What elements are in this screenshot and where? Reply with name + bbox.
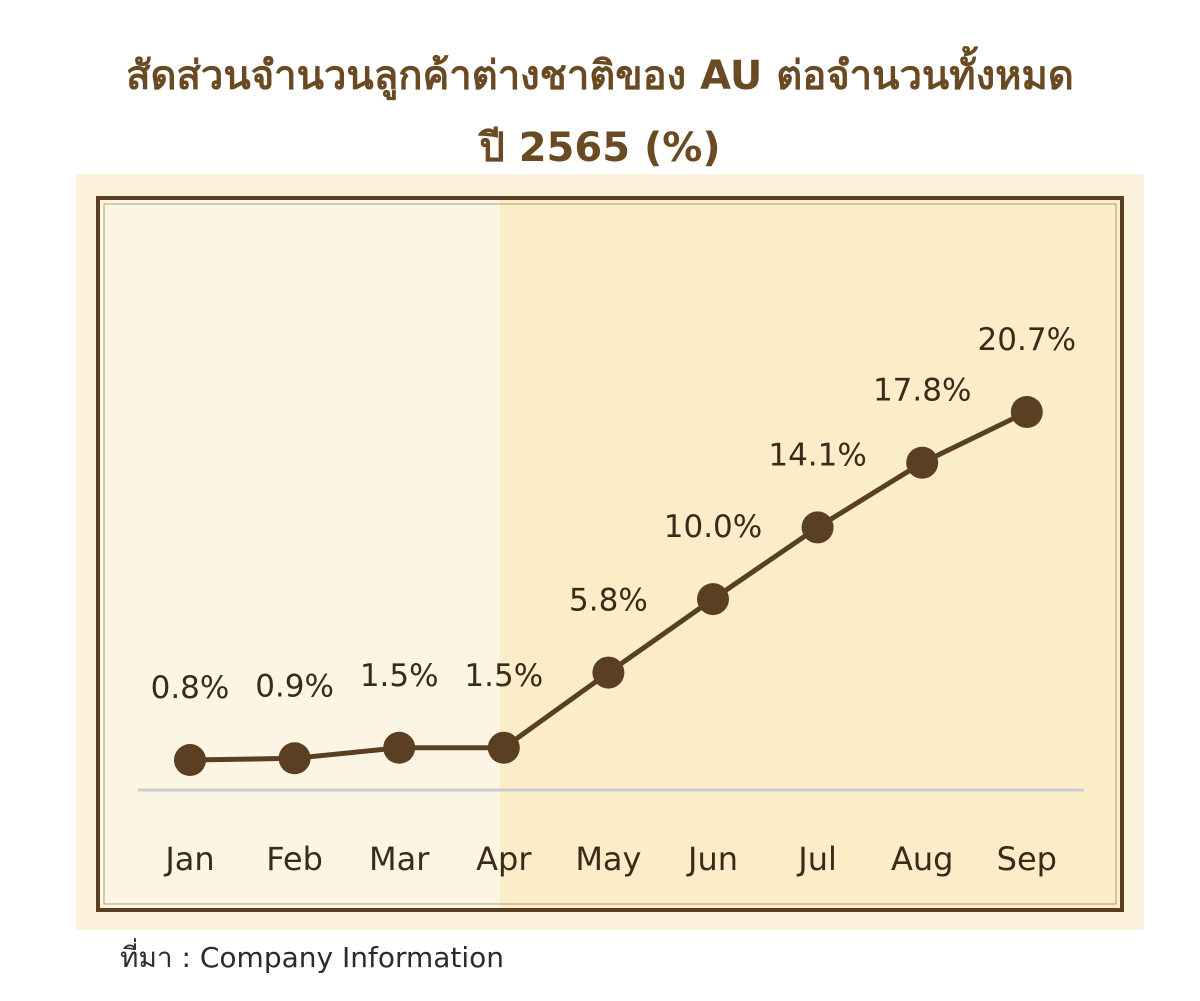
plot-panel-right	[500, 198, 1122, 910]
x-tick-label: Apr	[476, 840, 532, 878]
chart-subtitle: ปี 2565 (%)	[479, 125, 721, 171]
chart-title: สัดส่วนจำนวนลูกค้าต่างชาติของ AU ต่อจำนว…	[126, 53, 1074, 99]
data-label: 20.7%	[978, 322, 1076, 358]
data-label: 0.9%	[255, 668, 334, 704]
x-tick-label: Mar	[369, 840, 430, 878]
x-tick-label: Jul	[796, 840, 837, 878]
data-point	[592, 656, 625, 689]
x-tick-label: Aug	[891, 840, 953, 878]
x-tick-label: Sep	[997, 840, 1057, 878]
plot-panel-left	[98, 198, 500, 910]
data-point	[174, 744, 206, 777]
data-label: 1.5%	[360, 658, 439, 694]
data-point	[487, 731, 520, 764]
x-tick-label: Jan	[163, 840, 214, 878]
x-tick-label: May	[575, 840, 641, 878]
source-note: ที่มา : Company Information	[120, 941, 505, 974]
chart-frame-inner	[103, 203, 1117, 905]
data-point	[1010, 396, 1043, 428]
data-label: 0.8%	[151, 670, 230, 706]
x-tick-label: Feb	[266, 840, 323, 878]
data-point	[801, 511, 834, 544]
chart-frame	[96, 196, 1124, 912]
x-tick-label: Jun	[686, 840, 738, 878]
data-label: 1.5%	[464, 658, 543, 694]
data-label: 5.8%	[569, 583, 648, 619]
data-label: 17.8%	[873, 373, 971, 409]
data-point	[697, 583, 729, 616]
data-label: 10.0%	[664, 509, 762, 545]
data-point	[383, 731, 416, 764]
data-label: 14.1%	[768, 437, 866, 473]
data-point	[278, 742, 311, 775]
data-point	[906, 446, 939, 479]
